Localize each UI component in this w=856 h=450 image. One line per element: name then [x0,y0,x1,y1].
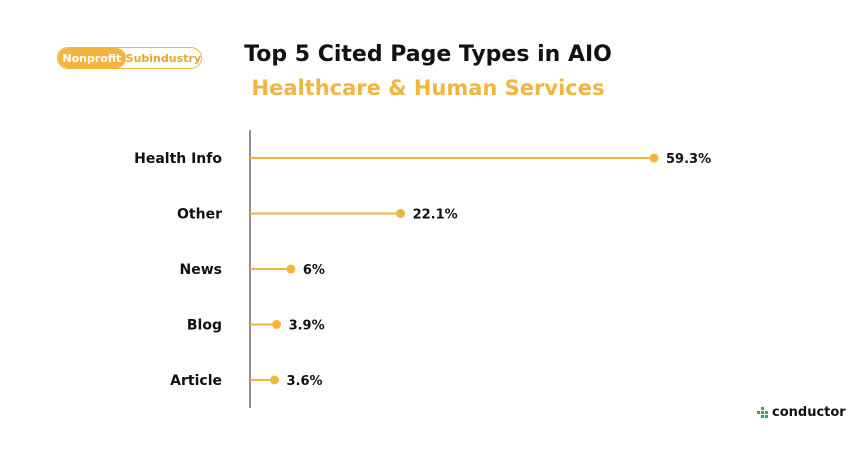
segment-nonprofit: Nonprofit [58,48,126,68]
chart-marks: Health Info 59.3% Other 22.1% News 6% Blog 3.9%… [134,151,711,389]
bar-dot [286,264,296,274]
category-label: Health Info [134,151,222,167]
bar-dot [396,209,406,218]
value-label: 3.9% [289,319,325,334]
segment-toggle: Nonprofit Subindustry [57,47,202,69]
category-label: News [180,262,222,278]
bar-dot [272,320,282,329]
chart-title: Top 5 Cited Page Types in AIO [244,42,612,67]
category-label: Blog [187,318,222,334]
value-label: 59.3% [666,152,711,167]
value-label: 6% [303,263,325,278]
category-label: Other [177,207,222,223]
chart-subtitle: Healthcare & Human Services [251,76,605,100]
value-label: 3.6% [287,374,323,389]
segment-subindustry: Subindustry [125,51,201,65]
bar-dot [649,153,659,163]
brand-name: conductor [772,405,846,420]
bar-dot [270,375,280,385]
conductor-logo-icon [757,406,768,418]
conductor-logo: conductor [757,405,846,420]
value-label: 22.1% [413,208,458,223]
category-label: Article [170,373,222,389]
